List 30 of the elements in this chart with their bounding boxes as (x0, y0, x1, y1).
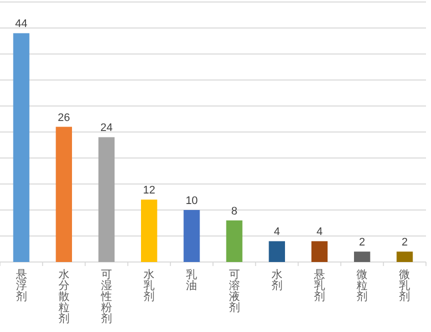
x-tick-label: 可溶液剂 (228, 268, 240, 314)
bar (56, 126, 72, 262)
x-tick-label: 微乳剂 (399, 268, 410, 303)
x-tick-label: 水剂 (271, 268, 282, 292)
data-label: 8 (231, 205, 238, 218)
bar (311, 241, 328, 262)
bar (396, 252, 413, 262)
bar (268, 241, 285, 262)
data-label: 4 (274, 226, 280, 238)
bar (354, 252, 370, 262)
bar (141, 200, 158, 262)
bar (13, 33, 30, 262)
data-label: 44 (15, 18, 28, 30)
bar (226, 220, 242, 262)
data-label: 10 (186, 195, 198, 207)
x-tick-label: 悬浮剂 (14, 268, 27, 303)
data-label: 4 (316, 226, 323, 238)
data-label: 2 (359, 236, 366, 249)
data-label: 26 (58, 112, 70, 124)
data-label: 2 (402, 236, 408, 249)
x-tick-label: 可湿性粉剂 (100, 268, 112, 325)
x-tick-label: 水分散粒剂 (58, 268, 70, 325)
data-label: 24 (100, 122, 113, 134)
x-tick-label: 微粒剂 (356, 268, 368, 303)
x-tick-label: 乳油 (186, 268, 198, 292)
bar (184, 210, 200, 262)
bar (98, 137, 115, 262)
x-tick-label: 悬乳剂 (313, 268, 325, 303)
data-label: 12 (142, 184, 156, 197)
x-tick-label: 水乳剂 (144, 268, 155, 303)
